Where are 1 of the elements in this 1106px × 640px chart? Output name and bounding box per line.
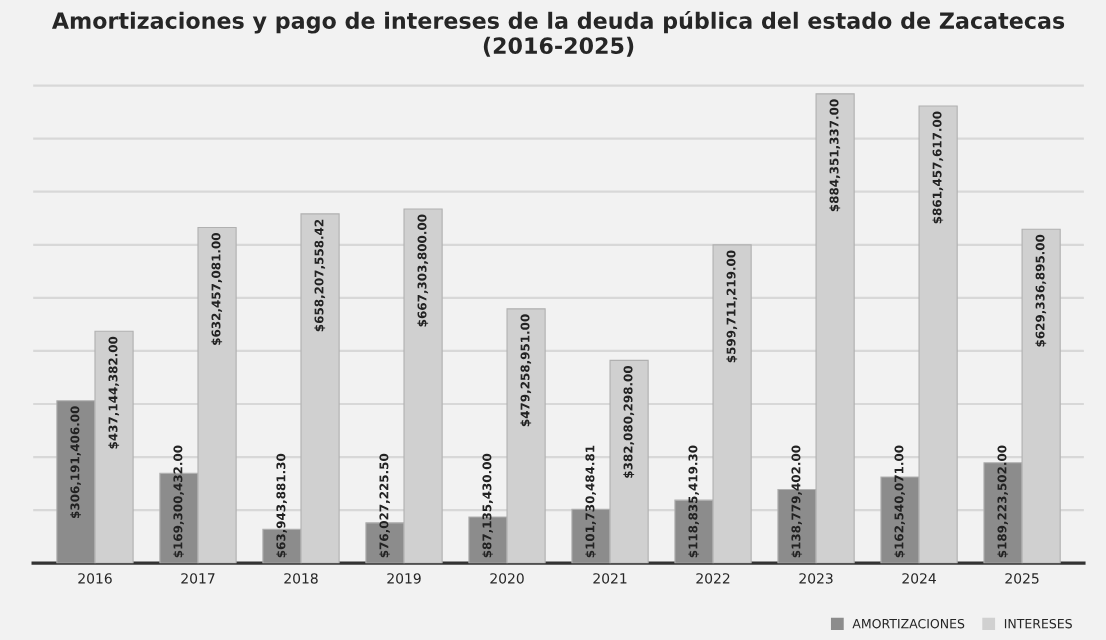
- chart-title: Amortizaciones y pago de intereses de la deuda pública del estado de Zacatecas (2016-2025): [51, 10, 1065, 57]
